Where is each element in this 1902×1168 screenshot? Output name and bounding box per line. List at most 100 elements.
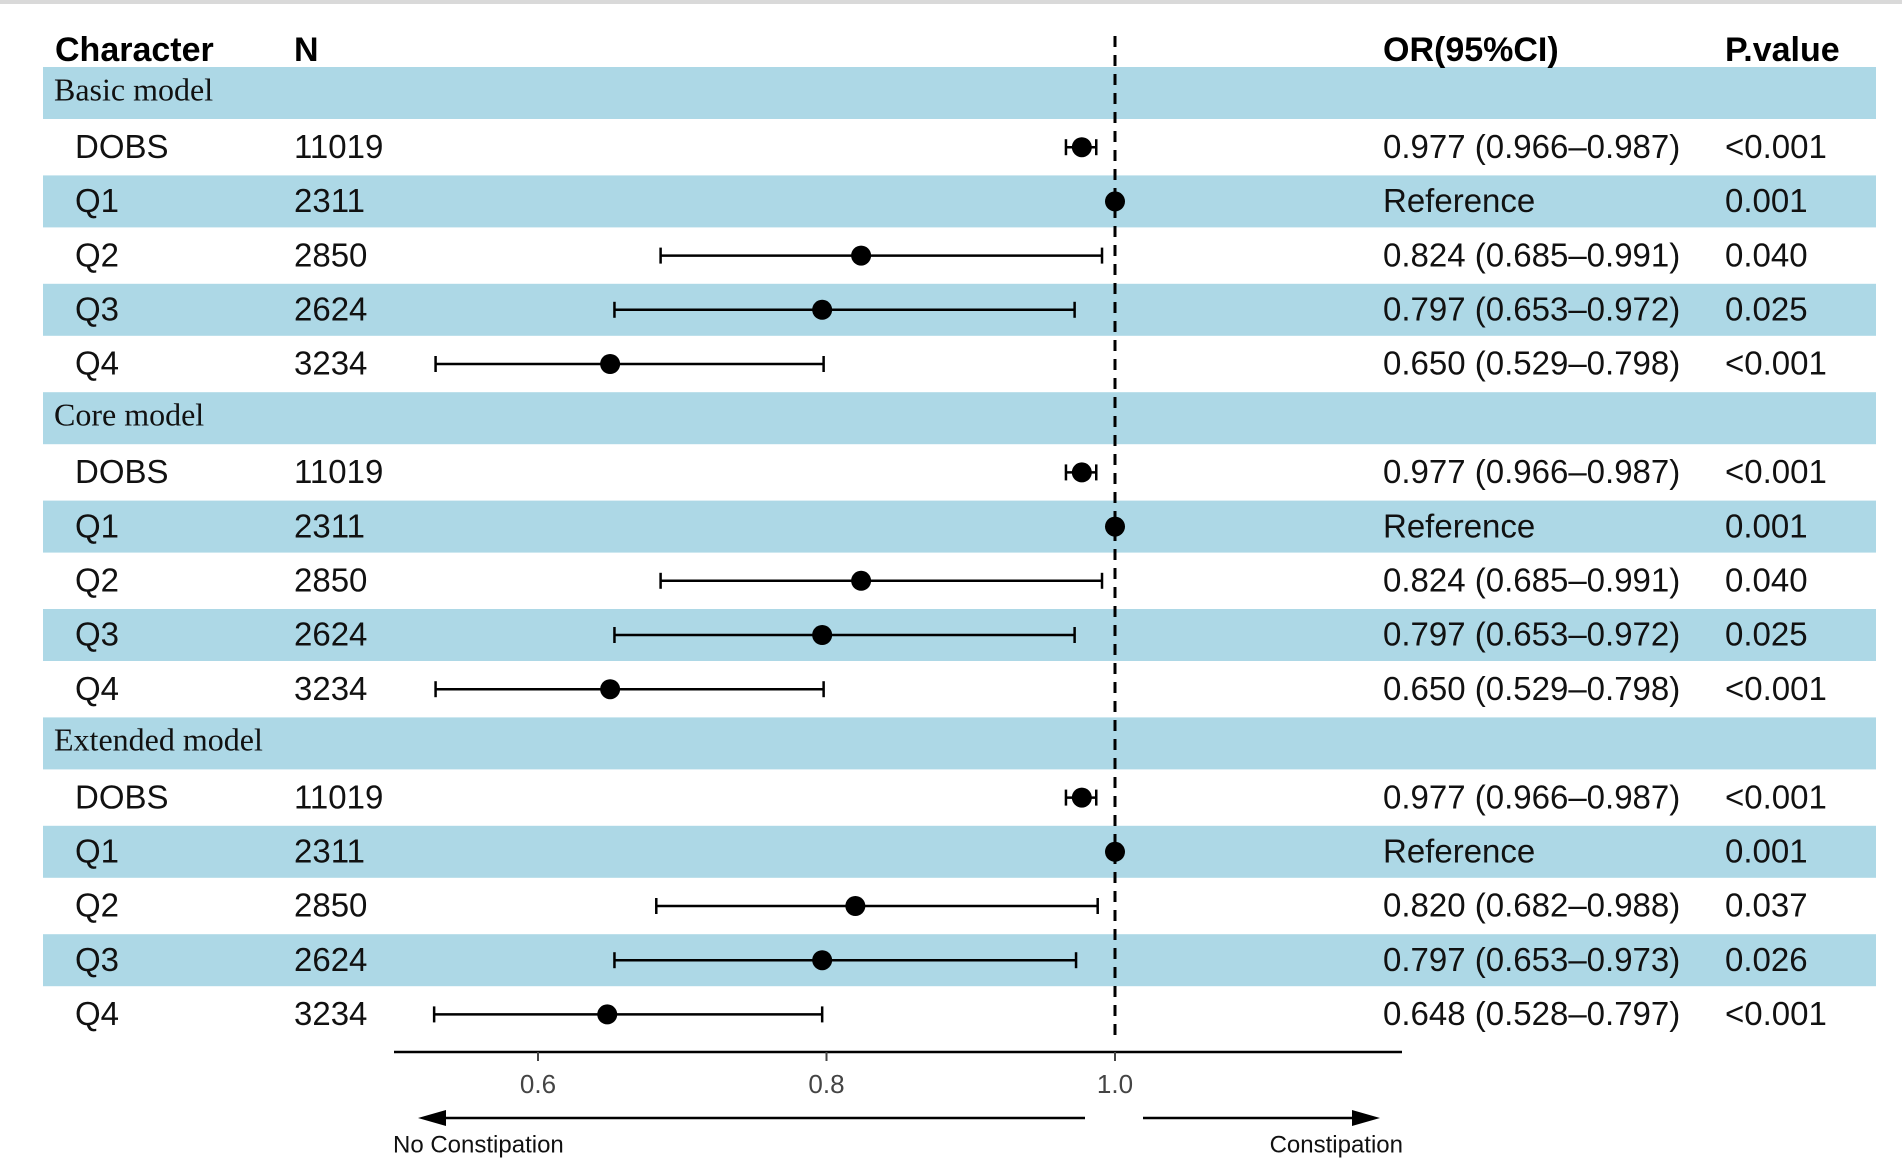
point-estimate <box>1105 516 1125 537</box>
row-bands <box>43 67 1876 987</box>
section-band <box>43 67 1876 119</box>
point-estimate <box>851 245 872 266</box>
row-or-ci: 0.650 (0.529–0.798) <box>1383 670 1680 707</box>
row-label: Q4 <box>75 995 119 1032</box>
row-p-value: 0.037 <box>1725 887 1808 924</box>
row-band <box>43 500 1876 553</box>
row-p-value: <0.001 <box>1725 128 1827 165</box>
row-p-value: <0.001 <box>1725 670 1827 707</box>
section-band <box>43 717 1876 770</box>
row-label: Q4 <box>75 345 119 382</box>
row-p-value: <0.001 <box>1725 453 1827 490</box>
row-n: 11019 <box>294 453 383 490</box>
row-or-ci: 0.797 (0.653–0.973) <box>1383 941 1680 978</box>
row-p-value: <0.001 <box>1725 778 1827 815</box>
row-or-ci: Reference <box>1383 833 1535 870</box>
row-p-value: 0.040 <box>1725 562 1808 599</box>
header-n: N <box>294 31 319 69</box>
row-label: Q2 <box>75 562 119 599</box>
row-or-ci: 0.977 (0.966–0.987) <box>1383 453 1680 490</box>
plot-marks <box>432 137 1125 1025</box>
row-n: 2850 <box>294 236 367 273</box>
row-or-ci: 0.977 (0.966–0.987) <box>1383 128 1680 165</box>
top-divider <box>0 0 1902 4</box>
header-or-ci: OR(95%CI) <box>1383 31 1559 69</box>
row-label: DOBS <box>75 778 169 815</box>
point-estimate <box>1105 841 1125 862</box>
row-n: 2311 <box>294 182 365 219</box>
row-or-ci: 0.824 (0.685–0.991) <box>1383 236 1680 273</box>
point-estimate <box>812 299 833 320</box>
direction-label-left: No Constipation <box>393 1131 564 1158</box>
row-label: Q3 <box>75 291 119 328</box>
row-p-value: 0.025 <box>1725 616 1808 653</box>
row-n: 11019 <box>294 128 383 165</box>
point-estimate <box>1105 191 1125 212</box>
row-p-value: <0.001 <box>1725 995 1827 1032</box>
row-band <box>43 175 1876 228</box>
row-n: 2850 <box>294 562 367 599</box>
row-label: Q1 <box>75 182 119 219</box>
row-label: Q1 <box>75 507 119 544</box>
row-n: 2850 <box>294 887 367 924</box>
section-label: Extended model <box>54 722 263 758</box>
row-label: Q2 <box>75 236 119 273</box>
row-n: 3234 <box>294 995 367 1032</box>
row-n: 2624 <box>294 941 367 978</box>
row-or-ci: 0.648 (0.528–0.797) <box>1383 995 1680 1032</box>
row-p-value: 0.026 <box>1725 941 1808 978</box>
section-label: Core model <box>54 397 204 433</box>
row-or-ci: Reference <box>1383 182 1535 219</box>
point-estimate <box>597 1004 618 1025</box>
direction-label-right: Constipation <box>1270 1131 1403 1158</box>
x-axis: 0.6 0.8 1.0 No Constipation Constipation <box>393 1050 1403 1158</box>
row-label: Q2 <box>75 887 119 924</box>
row-label: DOBS <box>75 128 169 165</box>
section-band <box>43 392 1876 445</box>
point-estimate <box>812 950 833 971</box>
arrow-left-head <box>418 1110 446 1126</box>
row-p-value: <0.001 <box>1725 345 1827 382</box>
point-estimate <box>1071 462 1092 483</box>
row-n: 2624 <box>294 616 367 653</box>
axis-tick-label: 0.8 <box>808 1069 844 1099</box>
row-p-value: 0.001 <box>1725 833 1808 870</box>
row-n: 3234 <box>294 670 367 707</box>
arrow-right-head <box>1352 1110 1380 1126</box>
row-p-value: 0.001 <box>1725 182 1808 219</box>
row-or-ci: 0.797 (0.653–0.972) <box>1383 291 1680 328</box>
row-p-value: 0.001 <box>1725 507 1808 544</box>
row-n: 3234 <box>294 345 367 382</box>
row-or-ci: 0.977 (0.966–0.987) <box>1383 778 1680 815</box>
row-p-value: 0.040 <box>1725 236 1808 273</box>
point-estimate <box>845 896 866 916</box>
row-n: 11019 <box>294 778 383 815</box>
row-p-value: 0.025 <box>1725 291 1808 328</box>
row-label: Q3 <box>75 941 119 978</box>
point-estimate <box>1071 787 1092 808</box>
point-estimate <box>600 354 621 374</box>
table-text: Character N OR(95%CI) P.value Basic model DOB… <box>54 31 1840 1032</box>
row-or-ci: 0.824 (0.685–0.991) <box>1383 562 1680 599</box>
row-or-ci: 0.650 (0.529–0.798) <box>1383 345 1680 382</box>
section-label: Basic model <box>54 71 213 107</box>
row-n: 2624 <box>294 291 367 328</box>
axis-tick-label: 1.0 <box>1097 1069 1133 1099</box>
row-label: DOBS <box>75 453 169 490</box>
point-estimate <box>812 625 833 645</box>
point-estimate <box>851 570 872 591</box>
row-or-ci: 0.820 (0.682–0.988) <box>1383 887 1680 924</box>
row-or-ci: Reference <box>1383 507 1535 544</box>
row-band <box>43 825 1876 878</box>
row-n: 2311 <box>294 507 365 544</box>
row-label: Q3 <box>75 616 119 653</box>
row-label: Q1 <box>75 833 119 870</box>
row-or-ci: 0.797 (0.653–0.972) <box>1383 616 1680 653</box>
header-character: Character <box>55 31 214 69</box>
axis-tick-label: 0.6 <box>520 1069 556 1099</box>
header-p-value: P.value <box>1725 31 1840 69</box>
point-estimate <box>600 679 621 700</box>
point-estimate <box>1071 137 1092 158</box>
